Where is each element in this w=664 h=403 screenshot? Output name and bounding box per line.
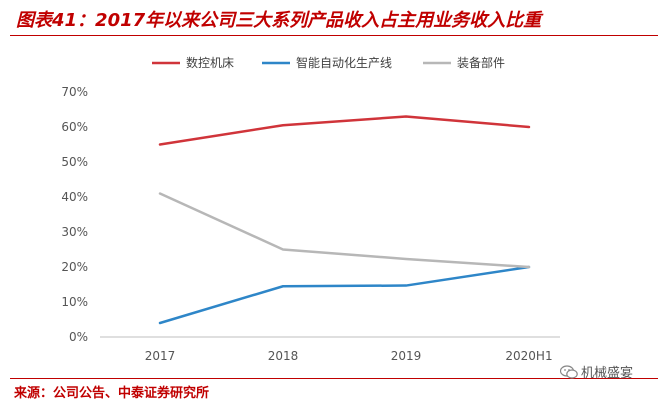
legend-label-1: 数控机床	[186, 55, 234, 70]
title-rule	[10, 35, 658, 36]
series-line-2	[158, 265, 531, 325]
x-tick-label: 2019	[391, 349, 422, 363]
x-tick-label: 2020H1	[505, 349, 552, 363]
wechat-icon	[560, 364, 578, 379]
source-rule	[10, 378, 658, 379]
series-line-3	[158, 192, 531, 269]
chart-title: 图表41：2017年以来公司三大系列产品收入占主用业务收入比重	[16, 10, 542, 31]
x-axis: 2017 2018 2019 2020H1	[100, 336, 560, 363]
watermark: 机械盛宴	[560, 362, 633, 381]
legend-label-2: 智能自动化生产线	[296, 55, 392, 70]
y-axis: 0% 10% 20% 30% 40% 50% 60% 70%	[61, 85, 88, 344]
y-tick-label: 50%	[61, 155, 88, 169]
y-tick-label: 60%	[61, 120, 88, 134]
watermark-text: 机械盛宴	[581, 366, 634, 381]
x-tick-label: 2018	[268, 349, 299, 363]
y-tick-label: 20%	[61, 260, 88, 274]
legend: 数控机床 智能自动化生产线 装备部件	[152, 55, 505, 70]
line-chart: 数控机床 智能自动化生产线 装备部件 0% 10% 20% 30% 40% 50% 60% 70%…	[61, 55, 560, 363]
y-tick-label: 10%	[61, 295, 88, 309]
y-tick-label: 0%	[69, 330, 88, 344]
series-lines	[158, 115, 531, 325]
series-line-1	[158, 115, 531, 146]
legend-label-3: 装备部件	[457, 55, 505, 70]
y-tick-label: 30%	[61, 225, 88, 239]
y-tick-label: 70%	[61, 85, 88, 99]
y-tick-label: 40%	[61, 190, 88, 204]
source-note: 来源：公司公告、中泰证券研究所	[14, 386, 210, 401]
x-tick-label: 2017	[145, 349, 176, 363]
